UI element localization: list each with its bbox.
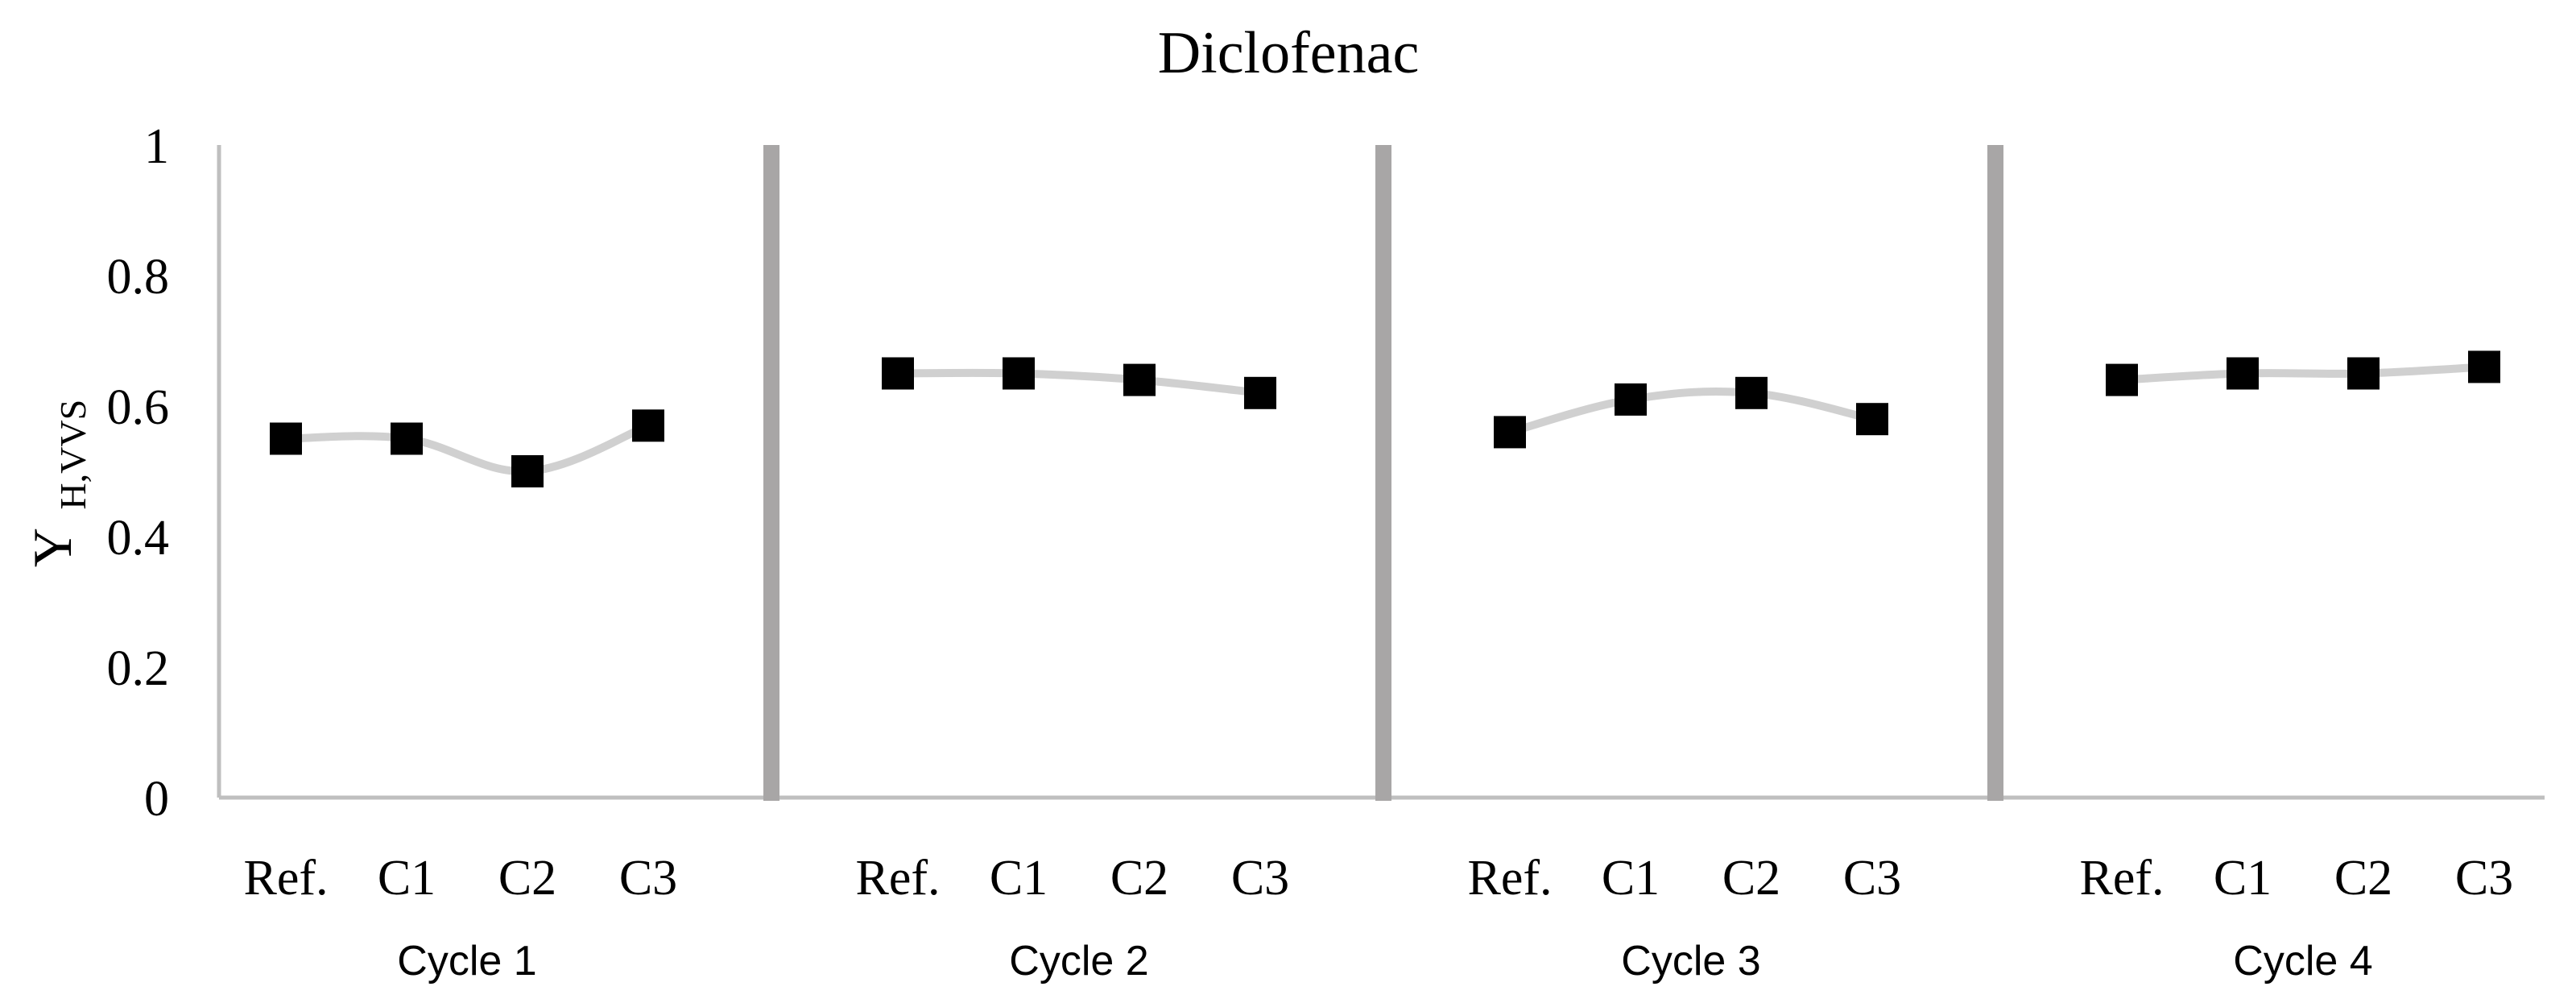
y-tick-label: 0.2 <box>107 641 170 696</box>
cycle-label: Cycle 4 <box>2233 938 2372 984</box>
series-line-1 <box>282 421 652 476</box>
data-markers <box>270 350 2500 487</box>
x-category-label: C2 <box>1110 851 1168 906</box>
data-point-marker <box>1244 376 1276 409</box>
data-point-marker <box>632 409 664 442</box>
x-category-label: Ref. <box>243 851 328 906</box>
data-point-marker <box>882 357 914 390</box>
x-category-label: C2 <box>2334 851 2392 906</box>
y-tick-label: 0 <box>144 772 169 827</box>
cycle-label: Cycle 1 <box>397 938 536 984</box>
y-axis-label-main: Y <box>22 529 83 567</box>
cycle-dividers <box>763 145 2003 801</box>
series-line-2 <box>894 368 1264 397</box>
data-point-marker <box>1735 376 1768 409</box>
x-category-label: Ref. <box>1467 851 1552 906</box>
data-point-marker <box>1494 416 1526 449</box>
x-category-label: C2 <box>1722 851 1780 906</box>
data-point-marker <box>1615 383 1647 416</box>
x-axis-category-labels: Ref. C1 C2 C3 Ref. C1 C2 C3 Ref. C1 C2 C3 Ref. C1 C2 C3 <box>243 851 2513 906</box>
x-category-label: C3 <box>2455 851 2513 906</box>
x-category-label: Ref. <box>855 851 940 906</box>
data-point-marker <box>270 422 302 455</box>
chart-title: Diclofenac <box>1158 20 1420 86</box>
cycle-label: Cycle 2 <box>1009 938 1148 984</box>
data-point-marker <box>1003 357 1035 390</box>
x-category-label: C1 <box>2214 851 2272 906</box>
data-point-marker <box>2468 350 2500 383</box>
data-point-marker <box>2106 363 2138 396</box>
x-category-label: C1 <box>378 851 436 906</box>
cycle-group-labels: Cycle 1 Cycle 2 Cycle 3 Cycle 4 <box>397 938 2372 984</box>
x-category-label: C1 <box>990 851 1048 906</box>
data-point-marker <box>1856 403 1888 436</box>
y-axis-label-subscript: H,VVS <box>52 400 93 510</box>
x-category-label: C3 <box>1843 851 1901 906</box>
data-point-marker <box>2227 357 2259 390</box>
x-category-label: C1 <box>1602 851 1660 906</box>
cycle-label: Cycle 3 <box>1621 938 1760 984</box>
y-tick-label: 0.8 <box>107 250 170 305</box>
y-tick-label: 0.6 <box>107 380 170 435</box>
x-category-label: Ref. <box>2079 851 2164 906</box>
y-tick-label: 0.4 <box>107 511 170 566</box>
y-tick-label: 1 <box>144 119 169 174</box>
x-category-label: C3 <box>619 851 677 906</box>
series-line-3 <box>1506 387 1876 437</box>
y-axis-label: Y H,VVS <box>22 400 93 567</box>
series-lines <box>282 363 2488 476</box>
y-axis-ticks: 0 0.2 0.4 0.6 0.8 1 <box>107 119 170 827</box>
series-line-4 <box>2118 363 2488 384</box>
data-point-marker <box>391 422 423 455</box>
x-category-label: C2 <box>498 851 556 906</box>
data-point-marker <box>1123 363 1156 396</box>
data-point-marker <box>2347 357 2380 390</box>
x-category-label: C3 <box>1231 851 1289 906</box>
data-point-marker <box>511 455 544 487</box>
